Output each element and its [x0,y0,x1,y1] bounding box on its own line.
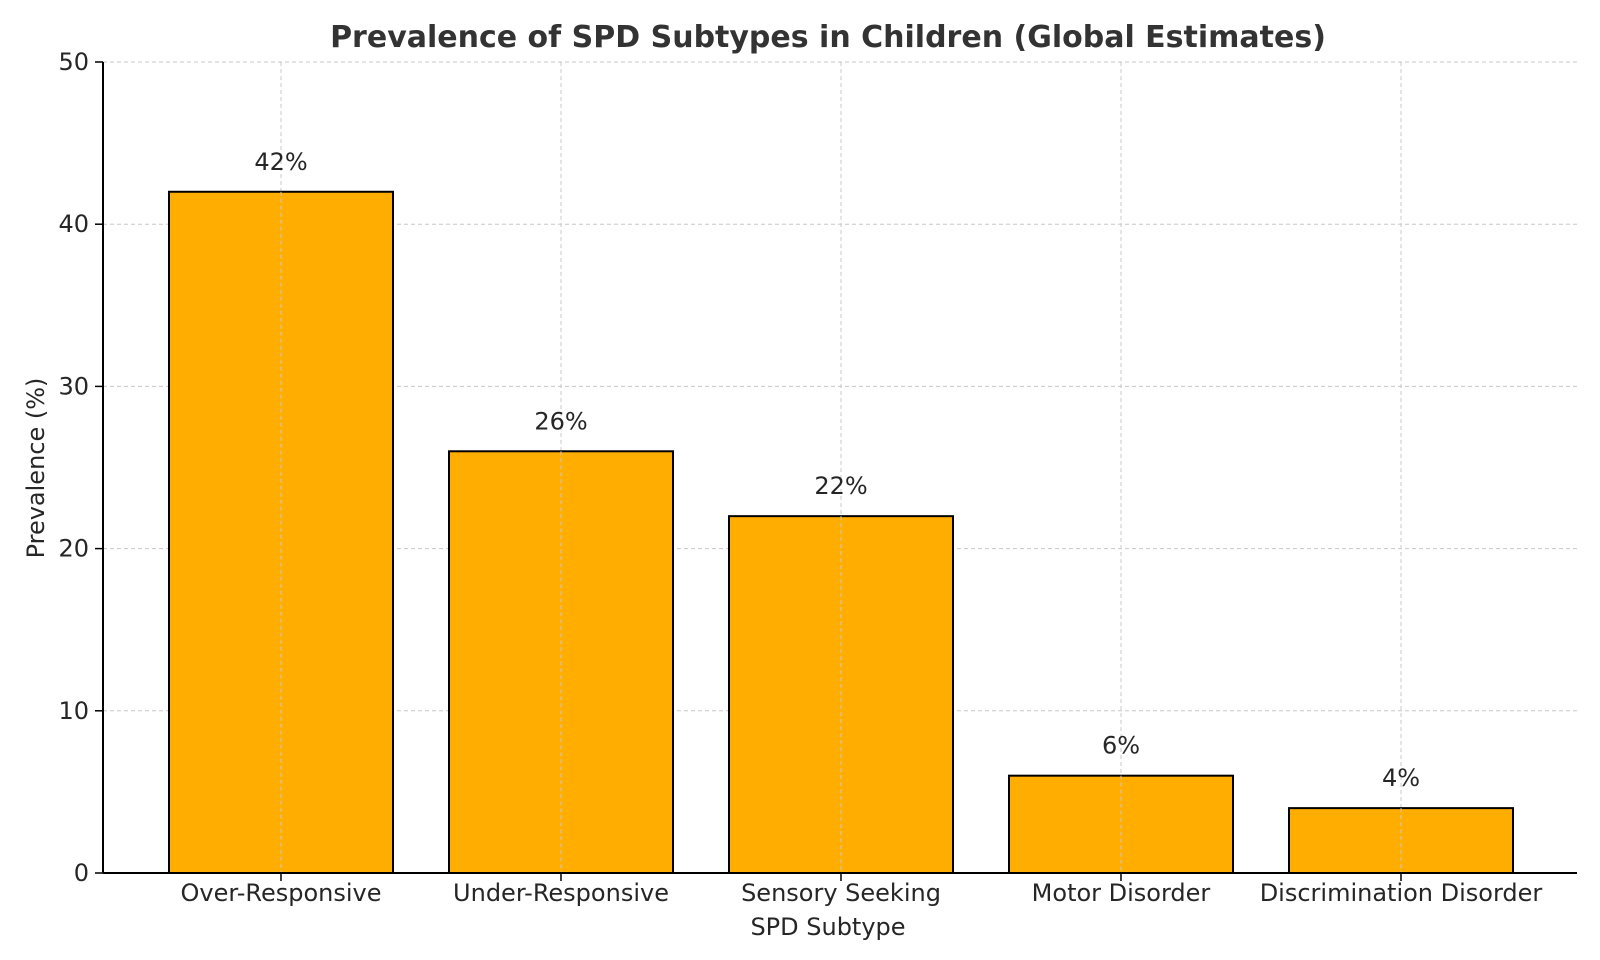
data-label: 42% [254,148,307,176]
chart-title: Prevalence of SPD Subtypes in Children (… [330,20,1326,55]
x-axis-title: SPD Subtype [750,913,905,941]
x-tick-label: Under-Responsive [453,879,669,907]
x-tick-label: Discrimination Disorder [1260,879,1543,907]
y-tick-label: 20 [58,535,89,563]
label-layer: 0 10 20 30 40 50 42% Over-Responsive 26% Under-Re… [58,48,1542,907]
axis-layer [95,61,1577,881]
x-tick-label: Sensory Seeking [741,879,941,907]
bar-layer [168,190,1514,874]
y-tick-label: 0 [74,859,89,887]
y-tick-label: 40 [58,210,89,238]
x-tick-label: Over-Responsive [181,879,382,907]
data-label: 26% [534,407,587,435]
y-axis-title: Prevalence (%) [22,378,50,559]
y-tick-label: 10 [58,697,89,725]
data-label: 6% [1102,732,1140,760]
x-tick-label: Motor Disorder [1032,879,1211,907]
data-label: 4% [1382,764,1420,792]
y-tick-label: 30 [58,372,89,400]
bar-over-responsive [168,190,394,874]
data-label: 22% [814,472,867,500]
y-tick-label: 50 [58,48,89,76]
